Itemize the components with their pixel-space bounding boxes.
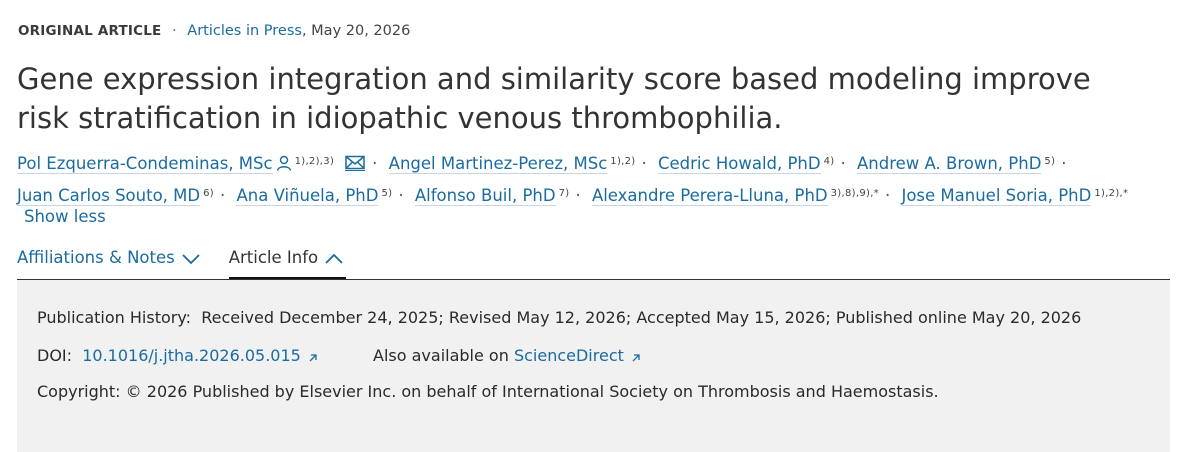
copyright-row: Copyright: © 2026 Published by Elsevier … <box>37 382 939 401</box>
history-value: Received December 24, 2025; Revised May … <box>201 308 1082 327</box>
author-item: Pol Ezquerra-Condeminas, MSc 1),2),3) · <box>17 154 383 174</box>
author-separator: · <box>372 154 378 173</box>
tab-affiliations[interactable]: Affiliations & Notes <box>17 248 201 280</box>
author-item: Juan Carlos Souto, MD 6) · <box>17 186 231 206</box>
article-meta: ORIGINAL ARTICLE · Articles in Press, Ma… <box>18 23 410 39</box>
author-separator: · <box>575 186 581 205</box>
author-item: Alexandre Perera-Lluna, PhD 3),8),9),* · <box>591 186 896 206</box>
author-affiliations: 6) <box>203 188 214 199</box>
author-affiliations: 5) <box>1044 156 1056 167</box>
doi-label: DOI: <box>37 346 73 365</box>
author-link[interactable]: Juan Carlos Souto, MD <box>17 186 201 206</box>
article-type: ORIGINAL ARTICLE <box>18 23 162 39</box>
author-link[interactable]: Pol Ezquerra-Condeminas, MSc <box>17 154 273 174</box>
author-separator: · <box>219 186 226 205</box>
author-item: Angel Martinez-Perez, MSc 1),2) · <box>388 154 653 174</box>
author-separator: · <box>884 186 891 205</box>
author-separator: · <box>398 186 404 205</box>
author-separator: · <box>641 154 647 173</box>
author-affiliations: 5) <box>381 188 393 199</box>
meta-comma: , <box>301 23 312 39</box>
articles-in-press-link[interactable]: Articles in Press <box>187 23 302 39</box>
meta-separator: · <box>172 23 177 39</box>
copyright-label: Copyright: <box>37 382 121 401</box>
copyright-value: © 2026 Published by Elsevier Inc. on beh… <box>125 382 939 401</box>
author-item: Ana Viñuela, PhD 5) · <box>236 186 409 206</box>
author-link[interactable]: Alfonso Buil, PhD <box>414 186 556 206</box>
show-less-button[interactable]: Show less <box>24 207 106 226</box>
article-date: May 20, 2026 <box>311 23 411 39</box>
article-tabs: Affiliations & Notes Article Info <box>17 248 347 280</box>
tab-label: Article Info <box>228 248 319 267</box>
author-affiliations: 1),2),* <box>1094 188 1129 199</box>
doi-link[interactable]: 10.1016/j.jtha.2026.05.015 <box>82 346 301 365</box>
external-link-icon <box>309 354 317 362</box>
person-icon[interactable] <box>276 155 292 171</box>
article-title: Gene expression integration and similari… <box>17 62 1091 135</box>
doi-row: DOI: 10.1016/j.jtha.2026.05.015 Also ava… <box>37 346 642 365</box>
author-affiliations: 1),2) <box>610 156 636 167</box>
author-link[interactable]: Angel Martinez-Perez, MSc <box>388 154 608 174</box>
chevron-up-icon <box>325 253 343 264</box>
author-affiliations: 7) <box>558 188 570 199</box>
author-affiliations: 3),8),9),* <box>830 188 879 199</box>
tabs-divider <box>17 279 1170 280</box>
author-separator: · <box>840 154 846 173</box>
author-link[interactable]: Andrew A. Brown, PhD <box>856 154 1042 174</box>
also-available-label: Also available on <box>373 346 509 365</box>
sciencedirect-link[interactable]: ScienceDirect <box>513 346 624 365</box>
author-affiliations: 4) <box>823 156 835 167</box>
tab-label: Affiliations & Notes <box>17 248 175 267</box>
author-item: Alfonso Buil, PhD 7) · <box>414 186 587 206</box>
author-link[interactable]: Ana Viñuela, PhD <box>236 186 379 206</box>
author-separator: · <box>1061 154 1067 173</box>
external-link-icon <box>632 354 640 362</box>
author-item: Jose Manuel Soria, PhD 1),2),* <box>901 186 1129 206</box>
author-link[interactable]: Jose Manuel Soria, PhD <box>901 186 1092 206</box>
author-list: Pol Ezquerra-Condeminas, MSc 1),2),3) · An… <box>17 147 1167 211</box>
publication-history: Publication History: Received December 2… <box>37 308 1081 327</box>
author-item: Cedric Howald, PhD 4) · <box>658 154 852 174</box>
chevron-down-icon <box>182 254 200 265</box>
author-item: Andrew A. Brown, PhD 5) · <box>856 154 1073 174</box>
email-icon[interactable] <box>344 155 366 171</box>
author-affiliations: 1),2),3) <box>294 156 335 167</box>
history-label: Publication History: <box>37 308 192 327</box>
article-info-panel: Publication History: Received December 2… <box>17 280 1170 452</box>
tab-article-info[interactable]: Article Info <box>228 248 347 280</box>
author-link[interactable]: Alexandre Perera-Lluna, PhD <box>591 186 828 206</box>
author-link[interactable]: Cedric Howald, PhD <box>658 154 821 174</box>
